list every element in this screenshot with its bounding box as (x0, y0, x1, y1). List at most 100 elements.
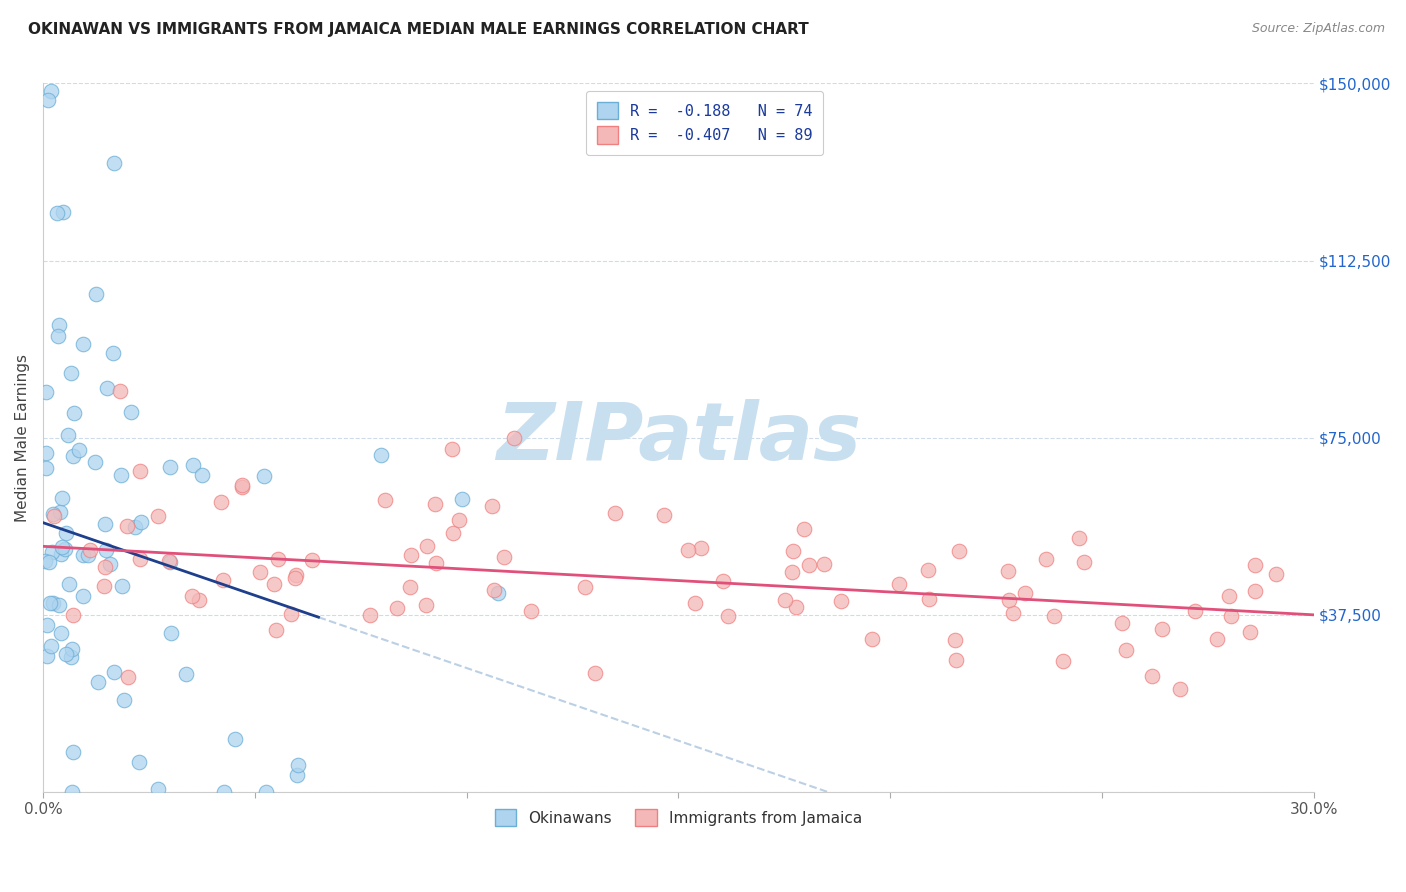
Point (117, 669, 139, 683)
Point (146, 781, 169, 796)
Point (415, 598, 437, 612)
Point (49, 626, 72, 640)
Point (574, 580, 596, 594)
Point (129, 464, 152, 478)
Point (111, 579, 134, 593)
Point (1043, 609, 1066, 624)
Point (52, 205, 75, 219)
Point (87, 675, 110, 690)
Point (103, 156, 125, 170)
Point (94, 560, 117, 574)
Point (62, 745, 84, 759)
Point (284, 571, 307, 585)
Point (387, 600, 409, 615)
Point (56, 427, 79, 442)
Point (1184, 604, 1206, 618)
Point (253, 469, 276, 483)
Point (605, 507, 627, 521)
Point (101, 346, 124, 360)
Point (212, 785, 235, 799)
Point (159, 556, 181, 570)
Point (41, 596, 63, 610)
Point (423, 497, 446, 511)
Point (174, 666, 197, 681)
Point (264, 623, 287, 637)
Point (1265, 566, 1288, 581)
Text: Source: ZipAtlas.com: Source: ZipAtlas.com (1251, 22, 1385, 36)
Point (72, 548, 94, 562)
Y-axis label: Median Male Earnings: Median Male Earnings (15, 354, 30, 522)
Point (98, 558, 121, 572)
Point (449, 513, 471, 527)
Point (129, 515, 152, 529)
Point (1035, 551, 1057, 566)
Point (231, 480, 253, 494)
Point (782, 543, 804, 558)
Point (1150, 622, 1173, 636)
Point (42, 508, 65, 522)
Point (190, 467, 212, 482)
Point (918, 591, 941, 606)
Point (1014, 586, 1036, 600)
Point (72, 589, 94, 603)
Point (370, 448, 392, 462)
Point (450, 491, 472, 506)
Point (441, 442, 464, 457)
Point (256, 785, 278, 799)
Point (60, 649, 83, 664)
Point (998, 592, 1021, 607)
Point (34, 553, 56, 567)
Point (58, 577, 80, 591)
Point (266, 552, 288, 566)
Point (285, 568, 308, 582)
Point (39, 639, 62, 653)
Point (997, 564, 1019, 578)
Point (676, 543, 699, 558)
Point (683, 596, 706, 610)
Point (93, 579, 115, 593)
Point (1140, 669, 1163, 683)
Point (62, 406, 84, 420)
Legend: Okinawans, Immigrants from Jamaica: Okinawans, Immigrants from Jamaica (488, 801, 870, 834)
Point (224, 731, 246, 746)
Point (60, 642, 83, 657)
Point (1239, 625, 1261, 640)
Point (1218, 589, 1240, 603)
Point (84, 455, 107, 469)
Point (146, 509, 169, 524)
Point (103, 665, 125, 679)
Point (416, 539, 439, 553)
Point (1111, 616, 1133, 631)
Point (48, 598, 70, 612)
Point (159, 460, 181, 475)
Point (231, 478, 253, 492)
Point (1206, 632, 1229, 646)
Point (160, 625, 183, 640)
Point (780, 565, 803, 579)
Point (94, 543, 117, 558)
Point (60, 366, 83, 380)
Point (55, 647, 77, 661)
Point (55, 526, 77, 541)
Point (35, 446, 58, 460)
Point (943, 633, 966, 648)
Point (35, 385, 58, 400)
Point (1069, 531, 1091, 545)
Point (441, 525, 464, 540)
Point (128, 552, 150, 566)
Point (60, 785, 83, 799)
Point (399, 548, 422, 562)
Point (301, 553, 323, 567)
Point (948, 544, 970, 558)
Point (917, 563, 939, 577)
Point (77, 548, 100, 562)
Point (188, 592, 211, 607)
Point (481, 499, 503, 513)
Point (374, 493, 396, 508)
Point (108, 384, 131, 399)
Point (39, 84, 62, 98)
Point (486, 586, 509, 600)
Point (48, 318, 70, 333)
Point (53, 541, 76, 556)
Point (51, 491, 73, 506)
